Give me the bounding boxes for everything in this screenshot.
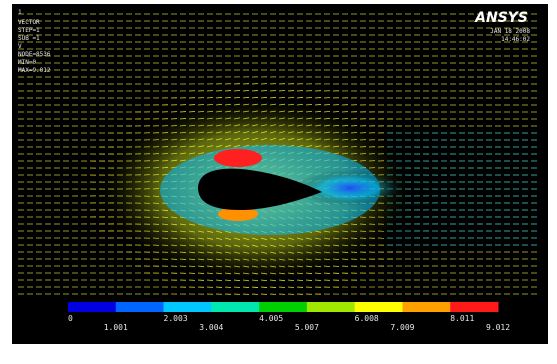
info-line: STEP=1 — [18, 27, 40, 34]
legend-label-lower: 5.007 — [295, 323, 319, 332]
vector-arrow — [288, 287, 294, 288]
legend-swatch — [307, 302, 355, 312]
vector-arrow — [234, 287, 240, 288]
info-line: V — [18, 43, 22, 50]
time: 14:46:02 — [501, 36, 530, 43]
date: JAN 18 2008 — [490, 28, 530, 35]
info-line: NODE=8536 — [18, 51, 51, 58]
page: 1 VECTORSTEP=1SUB =1VNODE=8536MIN=0MAX=9… — [0, 0, 557, 364]
vector-arrow — [252, 287, 258, 288]
legend-swatch — [402, 302, 450, 312]
vector-arrow — [243, 90, 249, 91]
vector-arrow — [270, 287, 276, 288]
legend-label-upper: 2.003 — [164, 314, 188, 323]
info-line: MIN=0 — [18, 59, 36, 66]
legend-swatch — [355, 302, 403, 312]
legend-label-lower: 1.001 — [104, 323, 128, 332]
legend-swatch — [116, 302, 164, 312]
info-line: VECTOR — [18, 19, 40, 26]
vector-arrow — [306, 280, 312, 281]
legend-label-lower: 3.004 — [199, 323, 223, 332]
window-number: 1 — [18, 9, 22, 16]
legend-label-upper: 8.011 — [450, 314, 474, 323]
legend-label-lower: 7.009 — [390, 323, 414, 332]
vector-arrow — [306, 97, 312, 98]
legend-swatch — [211, 302, 259, 312]
vector-arrow — [297, 97, 303, 98]
info-line: SUB =1 — [18, 35, 40, 42]
legend-label-lower: 9.012 — [486, 323, 510, 332]
legend-swatch — [450, 302, 498, 312]
vector-arrow — [261, 90, 267, 91]
legend-swatch — [164, 302, 212, 312]
legend-label-upper: 6.008 — [355, 314, 379, 323]
legend-label-upper: 4.005 — [259, 314, 283, 323]
logo: ANSYS — [474, 10, 528, 26]
legend-swatch — [259, 302, 307, 312]
vector-arrow — [252, 90, 258, 91]
vector-arrow — [243, 287, 249, 288]
legend-label-upper: 0 — [68, 314, 73, 323]
legend-swatch — [68, 302, 116, 312]
ansys-window: 1 VECTORSTEP=1SUB =1VNODE=8536MIN=0MAX=9… — [0, 0, 557, 364]
vector-arrow — [279, 287, 285, 288]
high-velocity-top — [214, 149, 262, 167]
vector-arrow — [270, 90, 276, 91]
info-line: MAX=9.012 — [18, 67, 51, 74]
